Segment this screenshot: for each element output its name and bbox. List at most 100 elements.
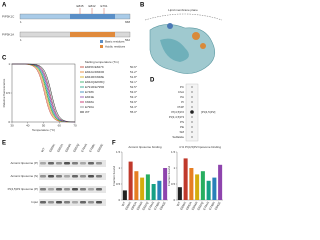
band (80, 162, 86, 165)
page: A B C D E F PIP5K1C 1 668 PIP5K1A 1 562 E845 E842 E791… (1, 2, 223, 211)
residue (167, 23, 173, 29)
panel-label: C (2, 56, 7, 62)
legend-label: K848A (85, 100, 94, 104)
y-tick-label: 0.5 (116, 182, 121, 186)
lipid-label: PI(3,4,5)P3 (169, 115, 185, 119)
y-tick-label: 1.5 (116, 150, 121, 154)
legend-label: E845K/E847K (85, 65, 104, 69)
lipid-label: PI(4,5)P2 (171, 110, 184, 114)
figure: A B C D E F PIP5K1C 1 668 PIP5K1A 1 562 E845 E842 E791… (2, 3, 223, 211)
band (96, 162, 102, 165)
legend-label: E791R/E795R (85, 85, 105, 89)
x-tick-label: E845K (179, 201, 187, 211)
y-tick-label: 0.5 (171, 182, 176, 186)
bar (183, 158, 188, 200)
x-axis-label: Temperature (°C) (32, 128, 55, 132)
chart-title: 4 % PI(4,5)P2 liposome binding (179, 145, 221, 149)
band (40, 188, 46, 191)
panel-label: F (112, 141, 116, 147)
band (48, 188, 54, 191)
bar (128, 161, 133, 200)
bar (212, 177, 217, 200)
blot-strip (39, 199, 106, 206)
y-tick-label: 0 (119, 198, 121, 202)
tm-label: 53.0° (130, 90, 138, 94)
lane-label: E845K (48, 143, 56, 153)
site-label: E845 (76, 4, 83, 8)
band (88, 188, 94, 191)
lipid-dot (190, 110, 194, 114)
lipid-label: PA (180, 95, 184, 99)
lane-label: E791R (80, 142, 88, 153)
band (48, 162, 54, 165)
band (56, 188, 62, 191)
lipid-label: SM (180, 130, 185, 134)
x-tick-label: 30 (10, 123, 14, 127)
domain-segment (70, 32, 115, 37)
lipid-dot (191, 121, 193, 123)
y-axis-label: Fraction bound (112, 166, 116, 186)
ribbon (160, 38, 189, 62)
band (96, 175, 102, 178)
x-tick-label: 50 (42, 123, 46, 127)
y-tick-label: 1 (174, 166, 176, 170)
row-label: PI(4,5)P2 liposome (P) (8, 187, 38, 191)
band (64, 188, 70, 191)
legend-label: WT (85, 110, 90, 114)
melting-curve (12, 63, 76, 123)
legend-label: E790A (85, 105, 94, 109)
x-tick-label: E842A (130, 201, 138, 211)
strip-side-label: [PI(4,5)P2] (201, 110, 216, 114)
y-tick-label: 1 (119, 166, 121, 170)
band (72, 201, 78, 204)
band (64, 201, 70, 204)
band (72, 175, 78, 178)
band (96, 201, 102, 204)
lipid-label: PI4P (177, 105, 184, 109)
lane-label: E842A (56, 143, 64, 153)
legend-label: Basic residues (105, 39, 125, 43)
band (88, 175, 94, 178)
domain-end: 668 (125, 20, 130, 24)
legend-swatch (100, 45, 103, 48)
x-tick-label: E842Q (196, 200, 204, 211)
band (72, 162, 78, 165)
x-tick-label: E844R (136, 200, 144, 211)
band (88, 162, 94, 165)
band (96, 188, 102, 191)
lipid-dot (191, 96, 193, 98)
tm-label: 51.2° (130, 70, 138, 74)
residue (200, 43, 206, 49)
legend-label: Acidic residues (105, 44, 126, 48)
tm-label: 50.6° (130, 65, 138, 69)
y-axis-label: Relative fluorescence (2, 78, 6, 107)
band (72, 188, 78, 191)
lane-label: E842Q (72, 142, 80, 153)
band (80, 188, 86, 191)
lipid-dot (191, 116, 193, 118)
tm-label: 53.4° (130, 95, 138, 99)
tm-label: 52.1° (130, 80, 138, 84)
lipid-dot (191, 136, 193, 138)
bar (163, 168, 168, 200)
band (56, 201, 62, 204)
x-tick-label: E845K (124, 201, 132, 211)
panel-label: D (150, 78, 155, 84)
tm-label: 54.3° (130, 105, 138, 109)
bar (157, 180, 162, 200)
structure-label: Lipid membrane plane (168, 8, 198, 12)
lipid-label: Sulfatide (172, 135, 184, 139)
row-label: Input (31, 200, 38, 204)
x-tick-label: 70 (73, 123, 77, 127)
lipid-dot (191, 91, 193, 93)
panel-label: B (140, 3, 145, 9)
lipid-dot (191, 126, 193, 128)
bar (134, 171, 139, 200)
x-tick-label: E842Q (141, 200, 149, 211)
band (88, 201, 94, 204)
legend-label: E844R/K848E (85, 75, 104, 79)
bar (218, 164, 223, 200)
x-tick-label: E748K (153, 201, 161, 211)
lipid-dot (191, 86, 193, 88)
legend-label: E748K (85, 90, 94, 94)
